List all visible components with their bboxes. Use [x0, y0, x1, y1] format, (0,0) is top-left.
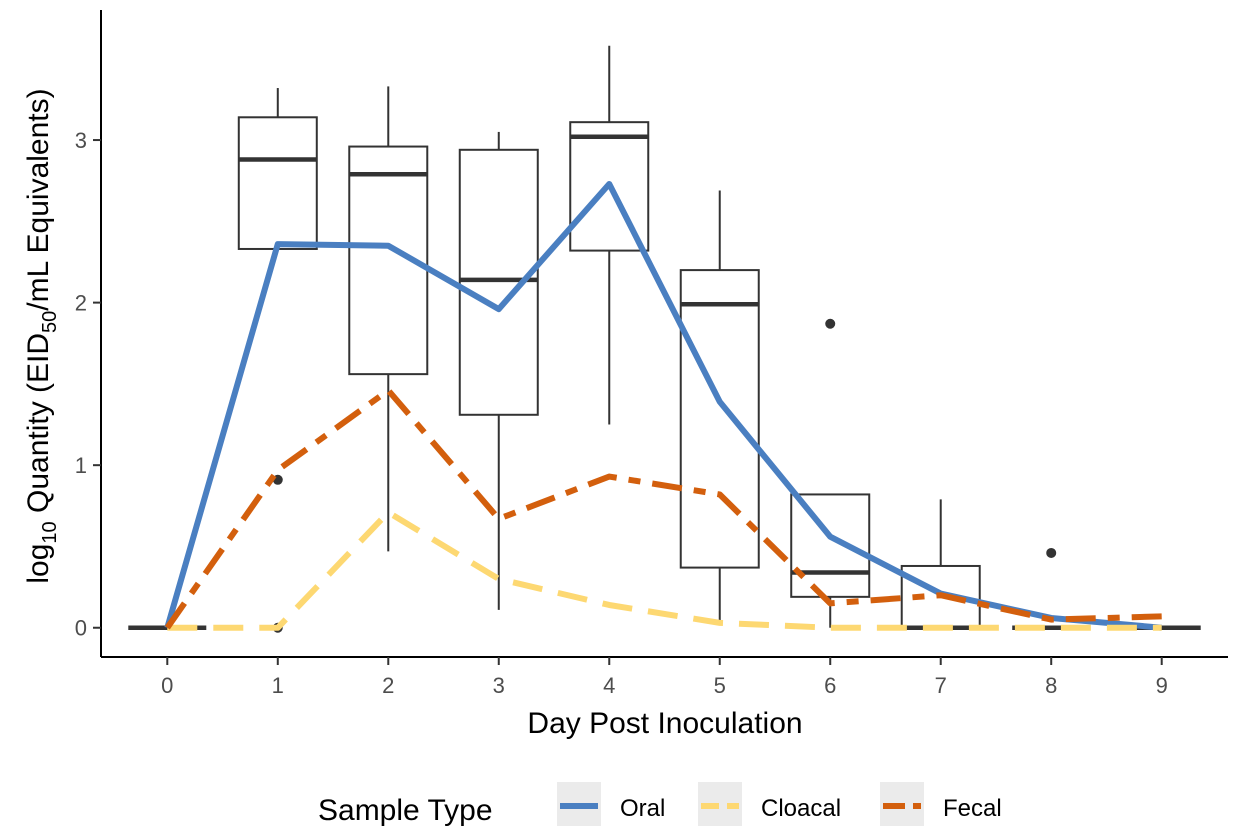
y-tick-label: 3 [75, 128, 87, 153]
y-axis-title-sub50: 50 [39, 311, 61, 333]
legend: Sample Type Oral Cloacal Fecal [318, 782, 1002, 827]
axes [100, 10, 1228, 658]
x-tick-label: 9 [1156, 673, 1168, 698]
y-ticks: 0 1 2 3 [75, 128, 101, 641]
series-line-oral [164, 180, 1162, 631]
legend-label-fecal: Fecal [943, 795, 1002, 822]
legend-item-oral: Oral [557, 782, 665, 826]
y-axis-title-sub10: 10 [39, 521, 61, 543]
box-outlier [825, 318, 836, 329]
legend-item-cloacal: Cloacal [698, 782, 841, 826]
x-tick-label: 2 [382, 673, 394, 698]
box-outlier [1046, 547, 1057, 558]
box-rect [569, 121, 650, 252]
boxplot-layer [128, 45, 1201, 633]
y-axis-title-end: /mL Equivalents) [22, 88, 55, 310]
y-tick-label: 2 [75, 291, 87, 316]
legend-label-cloacal: Cloacal [761, 795, 841, 822]
series-line-fecal [164, 387, 1162, 630]
x-tick-label: 6 [824, 673, 836, 698]
y-tick-label: 0 [75, 616, 87, 641]
x-tick-label: 3 [493, 673, 505, 698]
x-axis-title: Day Post Inoculation [527, 707, 802, 740]
x-tick-label: 0 [161, 673, 173, 698]
x-ticks: 0 1 2 3 4 5 6 7 8 9 [161, 657, 1168, 698]
y-axis-title: log10 Quantity (EID50/mL Equivalents) [22, 88, 61, 583]
x-tick-label: 7 [935, 673, 947, 698]
x-tick-label: 5 [714, 673, 726, 698]
box-rect [237, 116, 318, 250]
y-axis-title-log: log [22, 544, 55, 584]
box-rect [679, 269, 760, 569]
legend-item-fecal: Fecal [880, 782, 1002, 826]
box-rect [790, 493, 871, 598]
y-tick-label: 1 [75, 453, 87, 478]
y-axis-title-middle: Quantity (EID [22, 333, 55, 521]
series-lines [164, 180, 1162, 631]
x-tick-label: 8 [1045, 673, 1057, 698]
box-rect [458, 148, 539, 416]
legend-title: Sample Type [318, 794, 493, 827]
x-tick-label: 1 [272, 673, 284, 698]
legend-label-oral: Oral [620, 795, 665, 822]
box-rect [348, 145, 429, 376]
x-tick-label: 4 [603, 673, 615, 698]
series-line-cloacal [167, 509, 1162, 631]
